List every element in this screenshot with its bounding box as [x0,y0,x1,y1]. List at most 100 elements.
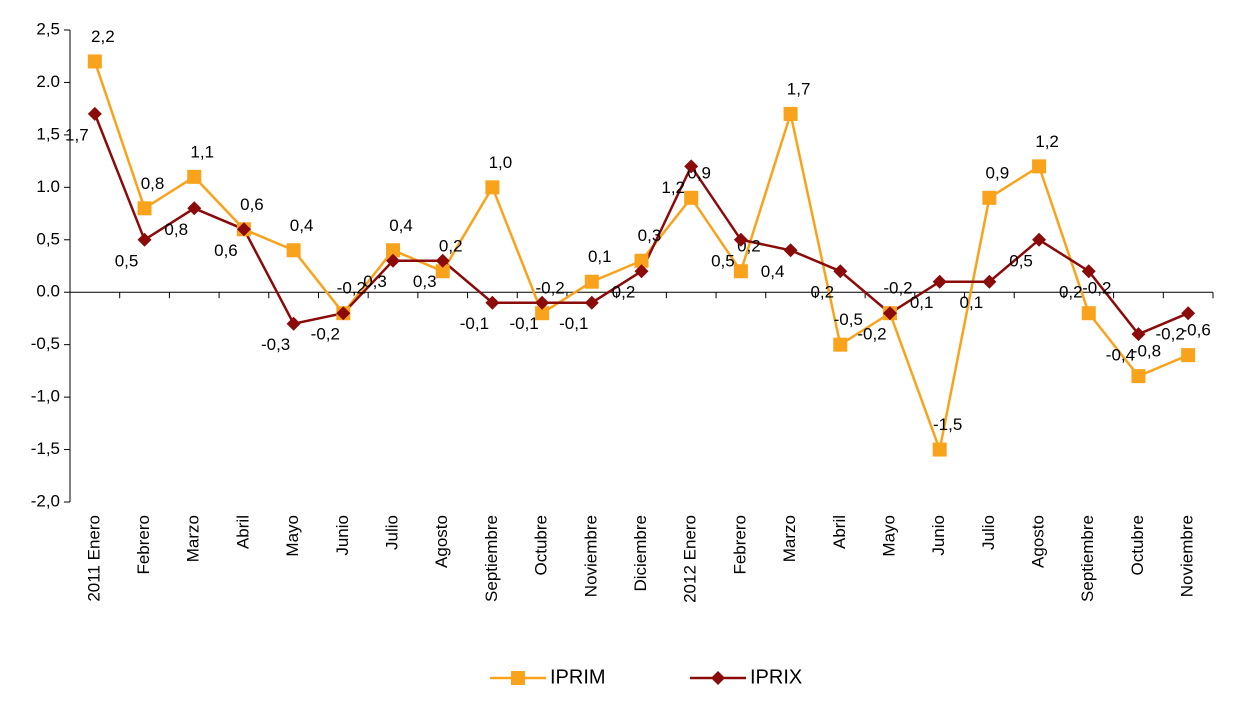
data-label: 0,1 [588,247,612,266]
data-label: 0,3 [638,226,662,245]
x-tick-label: Noviembre [581,515,600,597]
x-tick-label: Julio [383,515,402,550]
marker [783,106,798,121]
data-label: 1,2 [661,178,685,197]
marker [982,190,997,205]
marker [87,106,102,121]
marker [535,306,550,321]
y-tick-label: -2,0 [31,491,60,510]
marker [485,180,500,195]
x-tick-label: Diciembre [631,515,650,592]
data-label: 0,8 [164,220,188,239]
data-label: 1,1 [190,142,214,161]
data-label: -0,6 [1182,321,1211,340]
data-label: -0,2 [883,279,912,298]
marker [485,295,500,310]
marker [882,306,897,321]
data-label: -0,2 [311,325,340,344]
marker [187,169,202,184]
x-tick-label: Junio [929,515,948,556]
marker [187,201,202,216]
y-tick-label: -0,5 [31,334,60,353]
data-label: 2,2 [91,27,115,46]
legend-label: IPRIM [550,666,606,688]
y-tick-label: 0,5 [36,229,60,248]
x-tick-label: Marzo [184,515,203,562]
marker [783,243,798,258]
data-label: 0,2 [810,283,834,302]
data-label: -0,2 [535,279,564,298]
marker [1081,264,1096,279]
y-tick-label: 2.0 [36,72,60,91]
data-label: 0,3 [363,272,387,291]
data-label: -0,2 [337,279,366,298]
marker [336,306,351,321]
data-label: 1,2 [1035,132,1059,151]
data-label: -0,3 [261,335,290,354]
legend-marker [511,671,525,685]
data-label: 0,1 [910,293,934,312]
data-label: -0,1 [559,314,588,333]
x-tick-label: 2012 Enero [681,515,700,603]
y-tick-label: 2,5 [36,19,60,38]
marker [584,274,599,289]
data-label: 0,8 [141,174,165,193]
data-label: 0,4 [389,216,413,235]
marker [286,316,301,331]
y-tick-label: -1,5 [31,439,60,458]
x-tick-label: 2011 Enero [84,515,103,602]
marker [87,54,102,69]
data-label: 0,4 [761,262,785,281]
data-label: 1,0 [489,153,513,172]
marker [684,159,699,174]
marker [1032,159,1047,174]
data-label: -0,2 [1156,325,1185,344]
marker [1181,348,1196,363]
data-label: 1,7 [65,125,89,144]
marker [932,442,947,457]
marker [684,190,699,205]
marker [137,232,152,247]
data-label: -0,2 [1082,279,1111,298]
marker [1131,327,1146,342]
data-label: 0,5 [115,251,139,270]
data-label: -0,2 [857,325,886,344]
marker [1181,306,1196,321]
x-tick-label: Abril [830,515,849,549]
marker [584,295,599,310]
x-tick-label: Octubre [532,515,551,575]
y-tick-label: -1,0 [31,387,60,406]
marker [137,201,152,216]
y-tick-label: 1,5 [36,124,60,143]
data-label: 0,3 [413,272,437,291]
marker [1032,232,1047,247]
y-tick-label: 0.0 [36,282,60,301]
data-label: 1,7 [787,79,811,98]
x-tick-label: Septiembre [1078,515,1097,602]
x-tick-label: Febrero [134,515,153,575]
x-tick-label: Abril [233,515,252,549]
marker [634,253,649,268]
marker [932,274,947,289]
data-label: 0,2 [1059,283,1083,302]
x-tick-label: Agosto [432,515,451,568]
data-label: 0,2 [439,237,463,256]
marker [535,295,550,310]
data-label: -0,5 [834,310,863,329]
x-tick-label: Octubre [1128,515,1147,575]
data-label: 0,2 [612,283,636,302]
x-tick-label: Noviembre [1178,515,1197,597]
x-tick-label: Agosto [1029,515,1048,568]
marker [733,232,748,247]
marker [386,243,401,258]
marker [1081,306,1096,321]
data-label: -0,4 [1106,346,1135,365]
x-tick-label: Mayo [283,515,302,557]
data-label: 0,1 [960,293,984,312]
marker [386,253,401,268]
marker [733,264,748,279]
data-label: 0,5 [1009,251,1033,270]
series-line [93,113,1189,336]
data-label: 0,4 [290,216,314,235]
